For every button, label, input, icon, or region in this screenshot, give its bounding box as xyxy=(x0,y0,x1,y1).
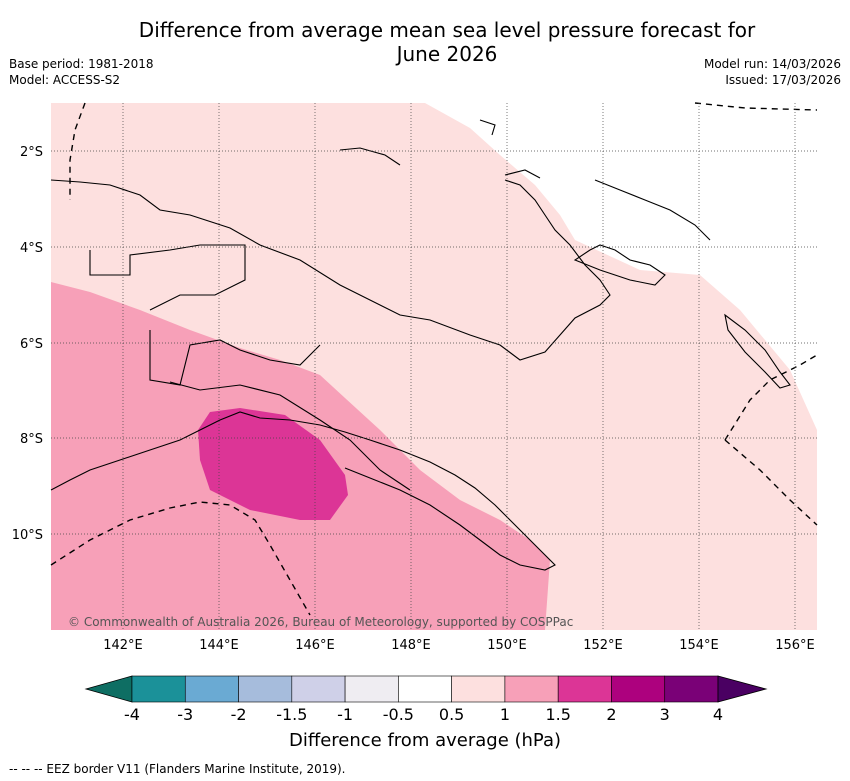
left-meta: Base period: 1981-2018 Model: ACCESS-S2 xyxy=(9,56,154,88)
colorbar-tick-label: 4 xyxy=(713,705,723,724)
eez-border-east xyxy=(724,354,818,441)
eez-border-west xyxy=(69,102,86,200)
lat-label: 6°S xyxy=(20,337,43,352)
colorbar-swatch xyxy=(291,675,346,703)
copyright-notice: © Commonwealth of Australia 2026, Bureau… xyxy=(68,615,573,629)
islands-north xyxy=(339,119,541,179)
issued-date: Issued: 17/03/2026 xyxy=(725,73,841,87)
lon-label: 150°E xyxy=(487,638,527,653)
new-guinea-coast xyxy=(50,179,611,361)
colorbar-max-extend xyxy=(717,675,768,703)
model-name: Model: ACCESS-S2 xyxy=(9,73,121,87)
eez-border-southeast xyxy=(724,439,818,526)
lon-label: 152°E xyxy=(583,638,623,653)
colorbar-title: Difference from average (hPa) xyxy=(288,730,562,751)
eez-border-northeast xyxy=(694,102,818,111)
lon-label: 156°E xyxy=(775,638,815,653)
eez-border-southwest xyxy=(50,501,311,616)
lon-label: 144°E xyxy=(199,638,239,653)
right-meta: Model run: 14/03/2026 Issued: 17/03/2026 xyxy=(704,56,841,88)
new-britain-coast xyxy=(573,244,666,286)
chart-title: Difference from average mean sea level p… xyxy=(100,18,794,66)
lon-label: 142°E xyxy=(103,638,143,653)
colorbar-tick-label: 1.5 xyxy=(545,705,570,724)
colorbar-tick-label: -1.5 xyxy=(276,705,307,724)
eez-borders xyxy=(50,102,818,616)
colorbar-tick-label: 3 xyxy=(660,705,670,724)
colorbar-tick-label: -3 xyxy=(177,705,193,724)
colorbar-swatch xyxy=(611,675,666,703)
colorbar-swatch xyxy=(504,675,559,703)
lat-label: 8°S xyxy=(20,432,43,447)
colorbar-tick-label: 2 xyxy=(606,705,616,724)
lon-label: 148°E xyxy=(391,638,431,653)
colorbar-tick-label: -2 xyxy=(231,705,247,724)
latitude-labels: 2°S 4°S 6°S 8°S 10°S xyxy=(12,145,43,543)
colorbar-tick-label: -0.5 xyxy=(383,705,414,724)
colorbar: -4 -3 -2 -1.5 -1 -0.5 0.5 1 1.5 2 3 4 xyxy=(84,675,768,724)
lon-label: 146°E xyxy=(295,638,335,653)
graticule xyxy=(51,103,817,630)
title-line-1: Difference from average mean sea level p… xyxy=(138,18,756,42)
province-border-1 xyxy=(89,244,246,311)
lat-label: 2°S xyxy=(20,145,43,160)
colorbar-tick-label: 0.5 xyxy=(439,705,464,724)
lon-label: 154°E xyxy=(679,638,719,653)
colorbar-tick-label: -4 xyxy=(124,705,140,724)
colorbar-swatch xyxy=(664,675,719,703)
lat-label: 10°S xyxy=(12,528,43,543)
colorbar-swatch xyxy=(451,675,506,703)
colorbar-swatch xyxy=(131,675,186,703)
province-border-2 xyxy=(149,330,321,386)
longitude-labels: 142°E 144°E 146°E 148°E 150°E 152°E 154°E 156°E xyxy=(103,638,815,653)
map-area xyxy=(51,103,817,630)
colorbar-swatch xyxy=(398,675,452,703)
title-line-2: June 2026 xyxy=(396,42,498,66)
new-ireland-coast xyxy=(594,179,711,241)
colorbar-swatch xyxy=(344,675,399,703)
colorbar-swatch xyxy=(557,675,612,703)
eez-footnote: -- -- -- EEZ border V11 (Flanders Marine… xyxy=(9,762,346,776)
anomaly-region-1p5-2 xyxy=(198,408,348,520)
bougainville-coast xyxy=(724,313,791,389)
model-run: Model run: 14/03/2026 xyxy=(703,57,841,71)
colorbar-swatch xyxy=(238,675,293,703)
colorbar-tick-label: 1 xyxy=(500,705,510,724)
colorbar-tick-label: -1 xyxy=(337,705,353,724)
province-border-3 xyxy=(169,381,411,491)
lat-label: 4°S xyxy=(20,241,43,256)
colorbar-swatch xyxy=(184,675,239,703)
base-period: Base period: 1981-2018 xyxy=(9,57,154,71)
colorbar-min-extend xyxy=(84,675,133,703)
